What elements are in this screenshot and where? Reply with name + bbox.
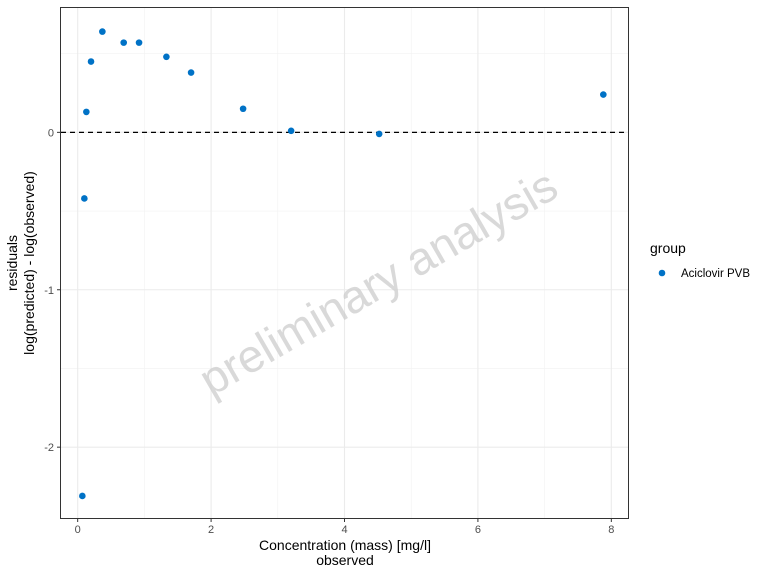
data-point xyxy=(87,58,95,65)
legend-key-aciclovir-pvb xyxy=(658,269,666,277)
y-axis-title-line1: residuals xyxy=(4,235,20,291)
legend-title: group xyxy=(650,240,686,256)
data-point xyxy=(83,108,90,116)
data-points xyxy=(79,28,607,500)
data-point xyxy=(79,492,86,500)
x-tick-label: 6 xyxy=(475,524,481,536)
y-tick-label: -1 xyxy=(44,285,54,297)
x-tick-label: 4 xyxy=(341,524,347,536)
data-point xyxy=(187,69,195,76)
axes: 0 2 4 6 8 -2 -1 0 xyxy=(44,127,614,536)
legend: group Aciclovir PVB xyxy=(650,240,750,280)
data-point xyxy=(120,39,128,46)
data-point xyxy=(287,127,295,135)
legend-label-aciclovir-pvb: Aciclovir PVB xyxy=(681,268,750,280)
data-point xyxy=(99,28,106,35)
x-tick-label: 2 xyxy=(208,524,214,536)
x-tick-label: 0 xyxy=(75,524,81,536)
data-point xyxy=(239,105,247,113)
y-tick-label: 0 xyxy=(48,127,54,139)
data-point xyxy=(163,53,170,61)
y-tick-label: -2 xyxy=(44,442,54,454)
x-axis-title-line1: Concentration (mass) [mg/l] xyxy=(259,537,431,553)
y-axis-title-line2: log(predicted) - log(observed) xyxy=(21,171,37,355)
x-axis-title-line2: observed xyxy=(316,552,374,568)
data-point xyxy=(81,195,88,202)
x-tick-label: 8 xyxy=(608,524,614,536)
data-point xyxy=(600,91,607,98)
data-point xyxy=(135,39,143,46)
data-point xyxy=(375,130,383,138)
